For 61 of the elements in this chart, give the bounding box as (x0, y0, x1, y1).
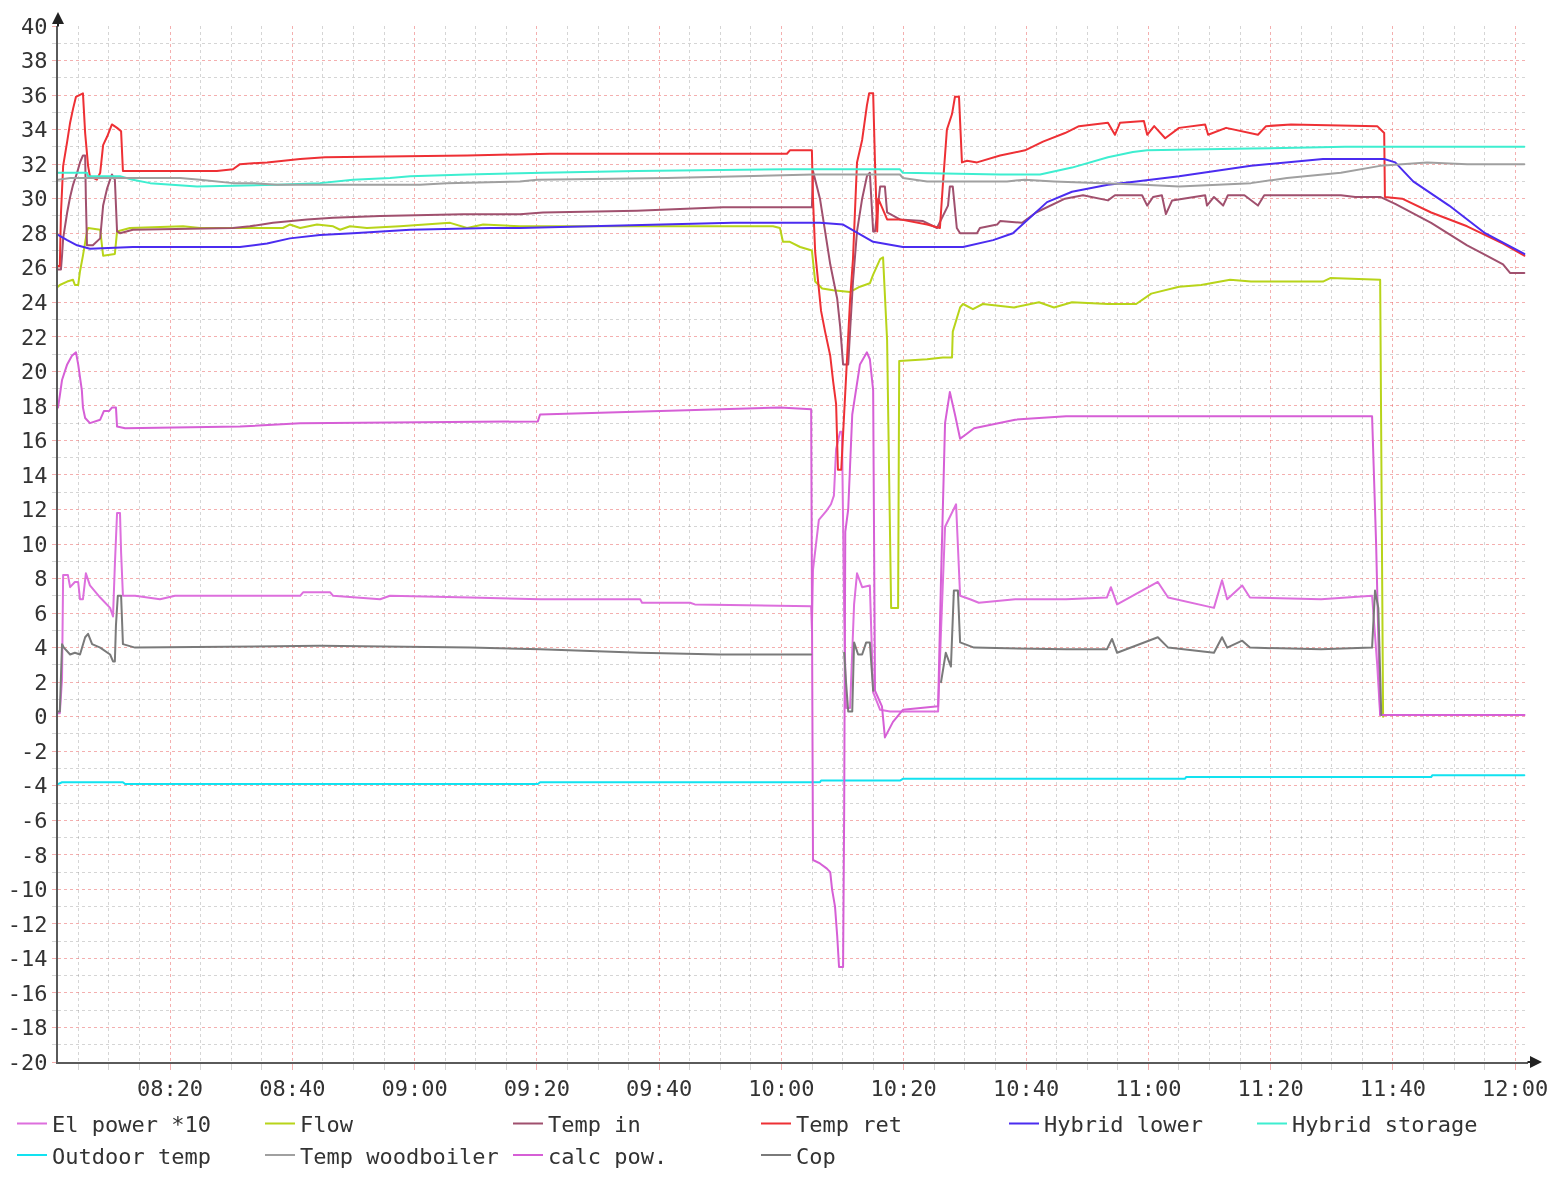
line-series (58, 145, 1526, 188)
line-series (58, 161, 1526, 188)
y-tick-label: -8 (21, 842, 48, 868)
x-tick-label: 08:40 (259, 1076, 326, 1102)
x-tick-label: 12:00 (1482, 1076, 1549, 1102)
x-tick-label: 10:00 (748, 1076, 815, 1102)
y-tick-label: 30 (21, 186, 48, 212)
legend-label: Temp woodboiler (300, 1143, 499, 1169)
y-tick-label: 32 (21, 151, 48, 177)
line-series (58, 154, 1526, 366)
y-tick-label: -18 (7, 1015, 48, 1041)
y-tick-label: -10 (7, 877, 48, 903)
y-tick-label: -4 (21, 773, 48, 799)
legend-label: Hybrid storage (1292, 1112, 1478, 1138)
line-series (58, 221, 1385, 718)
y-tick-label: 8 (34, 566, 48, 592)
y-tick-label: 24 (21, 289, 48, 315)
y-tick-label: 14 (21, 462, 48, 488)
x-tick-label: 11:40 (1359, 1076, 1427, 1102)
x-tick-label: 09:00 (381, 1076, 448, 1102)
legend-label: Temp in (548, 1112, 641, 1138)
x-tick-label: 11:00 (1115, 1076, 1182, 1102)
y-tick-label: 18 (21, 393, 48, 419)
legend-label: Outdoor temp (52, 1143, 211, 1169)
x-tick-label: 11:20 (1237, 1076, 1304, 1102)
y-tick-label: -6 (21, 807, 48, 833)
y-tick-label: 28 (21, 220, 48, 246)
x-tick-label: 10:40 (992, 1076, 1060, 1102)
y-tick-label: 2 (34, 669, 48, 695)
legend-label: Temp ret (796, 1112, 902, 1138)
y-tick-label: -12 (7, 911, 48, 937)
y-tick-label: 4 (34, 635, 48, 661)
x-tick-label: 09:40 (626, 1076, 693, 1102)
legend-label: Cop (796, 1143, 836, 1169)
y-tick-label: 38 (21, 48, 48, 74)
y-tick-label: 10 (21, 531, 48, 557)
x-tick-label: 08:20 (136, 1076, 204, 1102)
y-tick-label: 16 (21, 428, 48, 454)
y-tick-label: 20 (21, 359, 48, 385)
y-tick-label: -16 (7, 980, 48, 1006)
line-series (58, 774, 1526, 786)
legend-label: calc pow. (548, 1143, 668, 1169)
y-tick-label: 36 (21, 82, 48, 108)
y-tick-label: 12 (21, 497, 48, 523)
y-tick-label: -14 (7, 946, 48, 972)
y-tick-label: 6 (34, 600, 48, 626)
x-tick-label: 09:20 (503, 1076, 570, 1102)
line-series (58, 351, 1526, 969)
y-tick-label: 34 (21, 117, 48, 143)
y-tick-label: -20 (7, 1049, 48, 1075)
line-series (58, 92, 1526, 471)
line-series (58, 157, 1526, 255)
y-tick-label: 40 (21, 13, 48, 39)
legend-label: Flow (300, 1112, 354, 1138)
x-tick-label: 10:20 (870, 1076, 937, 1102)
y-tick-label: -2 (21, 738, 48, 764)
y-tick-label: 22 (21, 324, 48, 350)
legend-label: Hybrid lower (1044, 1112, 1203, 1138)
y-tick-label: 0 (34, 704, 48, 730)
legend-label: El power *10 (52, 1112, 211, 1138)
y-tick-label: 26 (21, 255, 48, 281)
